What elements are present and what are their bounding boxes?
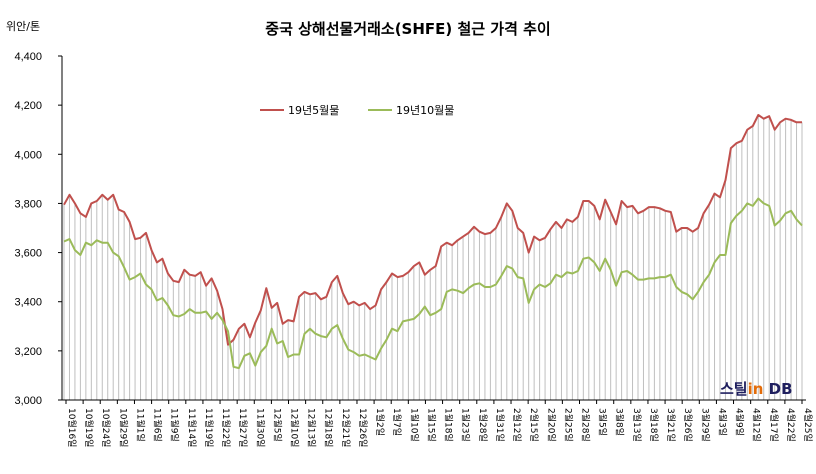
x-tick-label: 4월17일 — [768, 408, 780, 442]
x-tick-label: 12월13일 — [306, 408, 318, 447]
legend: 19년5월물 19년10월물 — [260, 104, 454, 117]
x-tick-label: 1월10일 — [408, 408, 420, 442]
x-tick-label: 10월19일 — [83, 408, 95, 447]
x-tick-label: 3월29일 — [699, 408, 711, 442]
x-tick-label: 1월2일 — [374, 408, 386, 436]
y-tick-label: 4,000 — [14, 149, 42, 161]
x-tick-label: 4월9일 — [734, 408, 746, 436]
hatch-fill — [63, 114, 803, 400]
watermark-logo: 스틸in DB — [720, 380, 793, 398]
x-tick-label: 3월18일 — [648, 408, 660, 442]
x-tick-label: 2월12일 — [511, 408, 523, 442]
x-tick-label: 11월19일 — [203, 408, 215, 447]
series-line-1 — [63, 114, 802, 346]
x-tick-label: 11월6일 — [152, 408, 164, 442]
x-tick-label: 3월8일 — [614, 408, 626, 436]
y-axis-ticks: 3,000 3,200 3,400 3,600 3,800 4,000 4,200 4,400 — [14, 51, 62, 407]
chart-title: 중국 상해선물거래소(SHFE) 철근 가격 추이 — [265, 20, 550, 38]
unit-label: 위안/톤 — [6, 20, 40, 33]
x-tick-label: 1월7일 — [391, 408, 403, 436]
x-tick-label: 11월22일 — [220, 408, 232, 447]
x-tick-label: 2월15일 — [528, 408, 540, 442]
legend-label: 19년5월물 — [288, 104, 339, 117]
x-tick-label: 1월28일 — [477, 408, 489, 442]
x-tick-label: 2월28일 — [579, 408, 591, 442]
watermark-part3: DB — [763, 380, 792, 398]
x-tick-label: 2월20일 — [545, 408, 557, 442]
x-tick-label: 12월21일 — [340, 408, 352, 447]
series-lines — [63, 114, 803, 370]
x-tick-label: 4월3일 — [716, 408, 728, 436]
x-tick-label: 11월1일 — [134, 408, 146, 442]
watermark-part1: 스틸 — [720, 380, 748, 398]
series-line-2 — [63, 197, 803, 370]
x-tick-label: 3월26일 — [682, 408, 694, 442]
x-tick-label: 12월18일 — [323, 408, 335, 447]
x-tick-label: 11월30일 — [254, 408, 266, 447]
x-tick-label: 10월16일 — [66, 408, 78, 447]
y-tick-label: 4,400 — [14, 51, 42, 63]
x-tick-label: 11월14일 — [186, 408, 198, 447]
x-tick-label: 1월31일 — [494, 408, 506, 442]
y-tick-label: 3,800 — [14, 198, 42, 210]
y-tick-label: 4,200 — [14, 100, 42, 112]
x-tick-label: 11월27일 — [237, 408, 249, 447]
x-tick-label: 12월26일 — [357, 408, 369, 447]
x-tick-label: 4월25일 — [802, 408, 814, 442]
y-tick-label: 3,000 — [14, 395, 42, 407]
x-tick-label: 12월5일 — [271, 408, 283, 442]
x-tick-label: 4월22일 — [785, 408, 797, 442]
x-tick-label: 12월10일 — [289, 408, 301, 447]
y-tick-label: 3,600 — [14, 248, 42, 260]
legend-label: 19년10월물 — [396, 104, 454, 117]
y-tick-label: 3,200 — [14, 346, 42, 358]
x-tick-label: 4월12일 — [751, 408, 763, 442]
x-tick-label: 11월9일 — [169, 408, 181, 442]
x-tick-label: 1월23일 — [460, 408, 472, 442]
x-tick-label: 3월21일 — [665, 408, 677, 442]
x-tick-label: 3월5일 — [597, 408, 609, 436]
x-tick-label: 1월18일 — [443, 408, 455, 442]
x-tick-label: 10월24일 — [100, 408, 112, 447]
watermark-part2: in — [748, 380, 764, 398]
y-tick-label: 3,400 — [14, 297, 42, 309]
x-axis-ticks: 10월16일 10월19일 10월24일 10월29일 11월1일 11월6일 11월9일 1… — [65, 400, 814, 447]
x-tick-label: 3월13일 — [631, 408, 643, 442]
x-tick-label: 1월15일 — [425, 408, 437, 442]
x-tick-label: 2월25일 — [562, 408, 574, 442]
x-tick-label: 10월29일 — [117, 408, 129, 447]
